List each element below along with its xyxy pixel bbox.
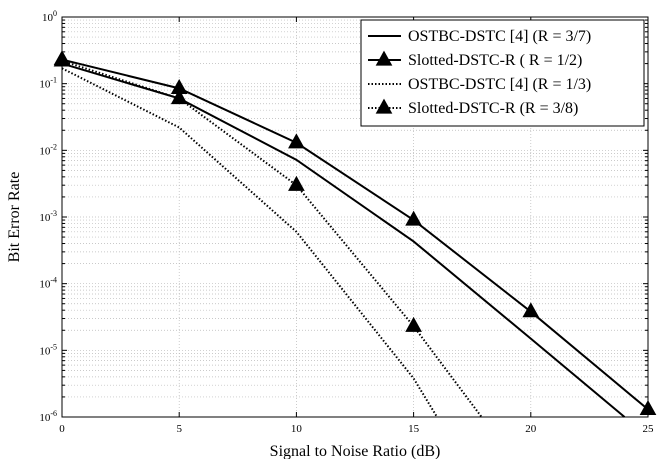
series-3 bbox=[61, 67, 438, 418]
x-tick-label: 25 bbox=[643, 423, 655, 435]
y-axis-title: Bit Error Rate bbox=[6, 172, 23, 263]
y-tick-label: 10-6 bbox=[39, 409, 57, 424]
legend-marker bbox=[375, 50, 393, 66]
series-layer bbox=[53, 50, 657, 418]
y-tick-label: 10-5 bbox=[39, 342, 57, 357]
y-tick-label: 10-2 bbox=[39, 142, 57, 157]
x-tick-label: 0 bbox=[59, 423, 65, 435]
legend-items: OSTBC-DSTC [4] (R = 3/7) Slotted-DSTC-R (… bbox=[368, 28, 591, 117]
x-tick-labels: 0 5 10 15 20 25 bbox=[59, 423, 654, 435]
legend-entry: OSTBC-DSTC [4] (R = 1/3) bbox=[368, 76, 591, 93]
legend-box bbox=[360, 19, 645, 127]
data-point-marker bbox=[405, 210, 422, 226]
data-point-marker bbox=[288, 133, 305, 149]
legend-label: Slotted-DSTC-R ( R = 1/2) bbox=[408, 52, 582, 69]
legend-entry: Slotted-DSTC-R ( R = 1/2) bbox=[368, 50, 582, 69]
y-tick-labels: 100 10-1 10-2 10-3 10-4 10-5 10-6 bbox=[39, 9, 57, 424]
legend-label: OSTBC-DSTC [4] (R = 1/3) bbox=[408, 76, 591, 93]
y-tick-label: 100 bbox=[42, 9, 57, 24]
data-point-marker bbox=[288, 175, 305, 191]
x-tick-label: 10 bbox=[291, 423, 303, 435]
x-tick-label: 20 bbox=[525, 423, 537, 435]
y-tick-label: 10-1 bbox=[39, 76, 57, 91]
legend-entry: Slotted-DSTC-R (R = 3/8) bbox=[368, 98, 578, 117]
series-line bbox=[61, 59, 483, 418]
y-tick-label: 10-3 bbox=[39, 209, 57, 224]
series-line bbox=[61, 67, 438, 418]
x-tick-label: 5 bbox=[176, 423, 182, 435]
legend-marker bbox=[375, 98, 393, 114]
legend: OSTBC-DSTC [4] (R = 3/7) Slotted-DSTC-R (… bbox=[360, 19, 645, 127]
legend-entry: OSTBC-DSTC [4] (R = 3/7) bbox=[368, 28, 591, 45]
legend-label: Slotted-DSTC-R (R = 3/8) bbox=[408, 100, 578, 117]
data-point-marker bbox=[522, 302, 540, 318]
x-axis-title: Signal to Noise Ratio (dB) bbox=[270, 443, 441, 459]
series-line bbox=[61, 58, 649, 411]
x-tick-label: 15 bbox=[408, 423, 420, 435]
legend-label: OSTBC-DSTC [4] (R = 3/7) bbox=[408, 28, 591, 45]
data-point-marker bbox=[170, 89, 188, 105]
y-tick-label: 10-4 bbox=[39, 276, 57, 291]
data-point-marker bbox=[405, 316, 422, 332]
